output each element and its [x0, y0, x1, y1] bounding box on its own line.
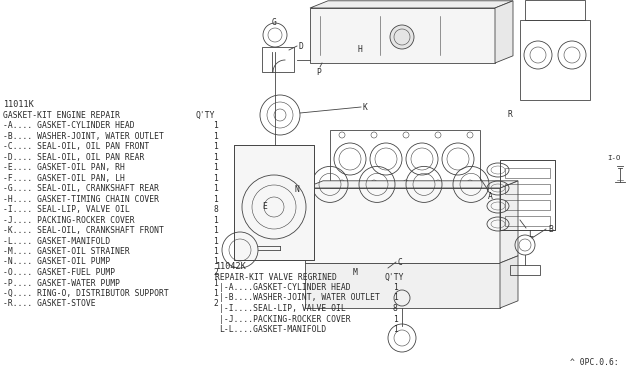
Text: P: P	[316, 68, 321, 77]
Text: -E.... GASKET-OIL PAN, RH: -E.... GASKET-OIL PAN, RH	[3, 163, 125, 172]
Text: -R.... GASKET-STOVE: -R.... GASKET-STOVE	[3, 299, 95, 308]
Text: C: C	[398, 258, 403, 267]
Text: 1: 1	[213, 121, 218, 130]
Bar	[262, 47, 294, 72]
Polygon shape	[234, 145, 314, 260]
Text: REPAIR-KIT VALVE REGRINED: REPAIR-KIT VALVE REGRINED	[215, 273, 337, 282]
Bar	[505, 184, 550, 194]
Text: -P.... GASKET-WATER PUMP: -P.... GASKET-WATER PUMP	[3, 279, 120, 288]
Text: 1: 1	[213, 195, 218, 203]
Text: GASKET-KIT ENGINE REPAIR: GASKET-KIT ENGINE REPAIR	[3, 110, 120, 119]
Text: 1: 1	[393, 325, 398, 334]
Text: |-B....WASHER-JOINT, WATER OUTLET: |-B....WASHER-JOINT, WATER OUTLET	[219, 294, 380, 302]
Text: R: R	[508, 110, 513, 119]
Text: 1: 1	[213, 184, 218, 193]
Text: L: L	[528, 230, 533, 239]
Bar	[500, 160, 555, 230]
Text: 1: 1	[213, 257, 218, 266]
Bar	[505, 216, 550, 226]
Text: -I.... SEAL-LIP, VALVE OIL: -I.... SEAL-LIP, VALVE OIL	[3, 205, 130, 214]
Text: 1: 1	[213, 237, 218, 246]
Text: M: M	[353, 268, 358, 277]
Bar	[525, 0, 585, 20]
Text: -M.... GASKET-OIL STRAINER: -M.... GASKET-OIL STRAINER	[3, 247, 130, 256]
Bar	[520, 20, 590, 100]
Bar	[305, 263, 500, 308]
Bar	[305, 188, 500, 263]
Text: Q'TY: Q'TY	[195, 110, 214, 119]
Text: 1: 1	[213, 163, 218, 172]
Text: 2: 2	[213, 268, 218, 277]
Text: -G.... SEAL-OIL, CRANKSHAFT REAR: -G.... SEAL-OIL, CRANKSHAFT REAR	[3, 184, 159, 193]
Text: -J.... PACKING-ROCKER COVER: -J.... PACKING-ROCKER COVER	[3, 215, 134, 224]
Text: 1: 1	[393, 314, 398, 324]
Text: 1: 1	[213, 279, 218, 288]
Text: 1: 1	[213, 142, 218, 151]
Polygon shape	[310, 1, 513, 8]
Text: A: A	[488, 192, 492, 201]
Text: N: N	[295, 185, 300, 194]
Polygon shape	[500, 256, 518, 308]
Bar	[330, 130, 480, 188]
Text: G: G	[272, 18, 277, 27]
Text: -D.... SEAL-OIL, OIL PAN REAR: -D.... SEAL-OIL, OIL PAN REAR	[3, 153, 145, 161]
Text: 1: 1	[213, 173, 218, 183]
Text: -Q.... RING-O, DISTRIBUTOR SUPPORT: -Q.... RING-O, DISTRIBUTOR SUPPORT	[3, 289, 169, 298]
Bar	[234, 145, 314, 260]
Text: 2: 2	[213, 299, 218, 308]
Text: -B.... WASHER-JOINT, WATER OUTLET: -B.... WASHER-JOINT, WATER OUTLET	[3, 131, 164, 141]
Bar	[505, 168, 550, 178]
Text: 1: 1	[393, 283, 398, 292]
Text: E: E	[262, 202, 267, 211]
Text: -N.... GASKET-OIL PUMP: -N.... GASKET-OIL PUMP	[3, 257, 110, 266]
Text: 8: 8	[393, 304, 398, 313]
Text: -H.... GASKET-TIMING CHAIN COVER: -H.... GASKET-TIMING CHAIN COVER	[3, 195, 159, 203]
Text: 11011K: 11011K	[3, 100, 34, 109]
Text: 1: 1	[213, 226, 218, 235]
Text: 1: 1	[213, 247, 218, 256]
Text: 1: 1	[213, 153, 218, 161]
Text: |-I....SEAL-LIP, VALVE OIL: |-I....SEAL-LIP, VALVE OIL	[219, 304, 346, 313]
Text: |-A....GASKET-CYLINDER HEAD: |-A....GASKET-CYLINDER HEAD	[219, 283, 351, 292]
Text: 1: 1	[213, 215, 218, 224]
Text: 1: 1	[213, 131, 218, 141]
Polygon shape	[500, 181, 518, 263]
Text: -F.... GASKET-OIL PAN, LH: -F.... GASKET-OIL PAN, LH	[3, 173, 125, 183]
Text: 11042K: 11042K	[215, 262, 246, 271]
Text: H: H	[358, 45, 363, 54]
Text: K: K	[363, 103, 368, 112]
Text: I-O: I-O	[607, 155, 621, 161]
Bar	[310, 8, 495, 63]
Circle shape	[390, 25, 414, 49]
Polygon shape	[305, 181, 518, 188]
Text: Q'TY: Q'TY	[385, 273, 404, 282]
Text: ^ 0PC.0.6:: ^ 0PC.0.6:	[570, 358, 619, 367]
Text: L-L....GASKET-MANIFOLD: L-L....GASKET-MANIFOLD	[219, 325, 326, 334]
Text: -A.... GASKET-CYLINDER HEAD: -A.... GASKET-CYLINDER HEAD	[3, 121, 134, 130]
Text: -O.... GASKET-FUEL PUMP: -O.... GASKET-FUEL PUMP	[3, 268, 115, 277]
Text: -K.... SEAL-OIL, CRANKSHAFT FRONT: -K.... SEAL-OIL, CRANKSHAFT FRONT	[3, 226, 164, 235]
Text: -L.... GASKET-MANIFOLD: -L.... GASKET-MANIFOLD	[3, 237, 110, 246]
Text: -C.... SEAL-OIL, OIL PAN FRONT: -C.... SEAL-OIL, OIL PAN FRONT	[3, 142, 149, 151]
Text: B: B	[548, 225, 553, 234]
Text: 1: 1	[213, 289, 218, 298]
Text: 8: 8	[213, 205, 218, 214]
Text: |-J....PACKING-ROCKER COVER: |-J....PACKING-ROCKER COVER	[219, 314, 351, 324]
Text: D: D	[299, 42, 304, 51]
Bar	[505, 200, 550, 210]
Polygon shape	[495, 1, 513, 63]
Text: 1: 1	[393, 294, 398, 302]
